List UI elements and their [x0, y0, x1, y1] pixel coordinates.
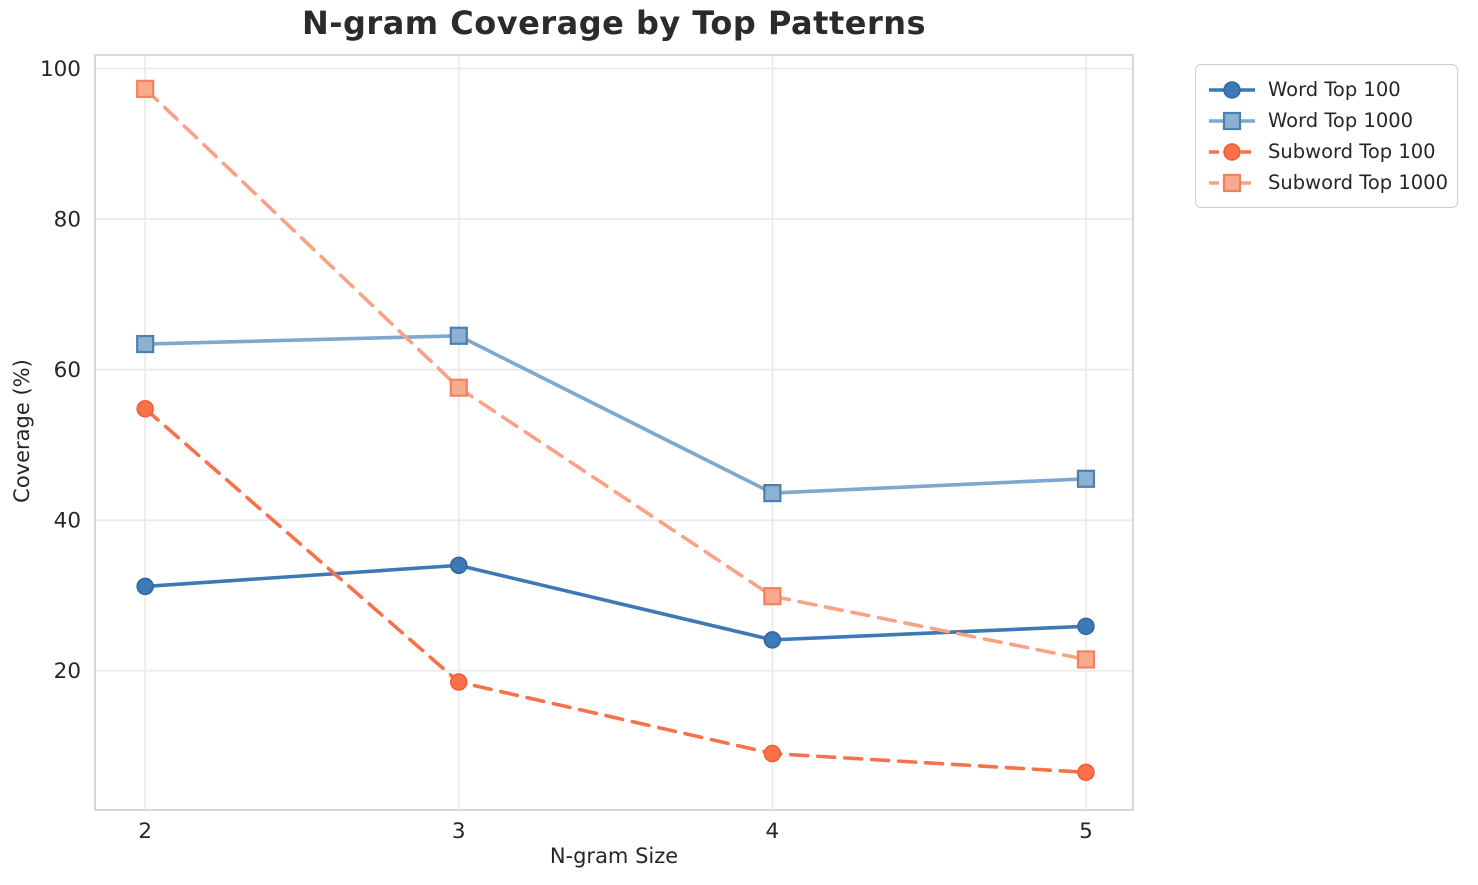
- data-point-marker: [763, 744, 782, 763]
- data-point-marker: [136, 334, 155, 354]
- legend-label: Subword Top 100: [1268, 140, 1436, 163]
- data-point-marker: [450, 673, 468, 691]
- data-point-marker: [763, 631, 782, 649]
- y-tick-label: 80: [54, 208, 81, 233]
- data-point-marker: [136, 400, 154, 418]
- x-axis-label: N-gram Size: [549, 844, 679, 868]
- data-point-marker: [449, 326, 468, 345]
- data-point-marker: [1076, 650, 1096, 669]
- legend-circle-marker-icon: [1223, 80, 1241, 99]
- data-point-marker: [1077, 617, 1095, 636]
- data-point-marker: [763, 587, 782, 606]
- legend-item: Subword Top 100: [1204, 136, 1445, 167]
- legend-item: Word Top 1000: [1204, 105, 1445, 136]
- x-tick-label: 5: [1079, 819, 1093, 844]
- y-tick-label: 60: [54, 358, 81, 383]
- x-tick-label: 4: [766, 819, 780, 844]
- data-point-marker: [136, 577, 154, 596]
- y-tick-label: 40: [54, 509, 81, 534]
- series-line: [143, 406, 1088, 775]
- data-point-marker: [136, 79, 155, 98]
- legend-circle-marker-icon: [1223, 142, 1241, 161]
- legend-line-sample: [1209, 111, 1255, 130]
- data-point-marker: [763, 483, 782, 503]
- legend-dashed-line-sample: [1209, 173, 1255, 192]
- legend-item: Word Top 100: [1204, 74, 1445, 105]
- legend-line-sample: [1209, 80, 1255, 99]
- legend-label: Subword Top 1000: [1268, 171, 1448, 194]
- series-line: [143, 87, 1088, 662]
- y-tick-label: 100: [40, 57, 81, 82]
- data-point-marker: [1076, 469, 1096, 488]
- plot-border: [94, 54, 1134, 811]
- legend-label: Word Top 100: [1268, 78, 1401, 101]
- x-tick-label: 2: [138, 819, 152, 844]
- data-point-marker: [449, 378, 468, 397]
- legend-square-marker-icon: [1222, 111, 1242, 130]
- data-point-marker: [450, 556, 468, 575]
- legend-label: Word Top 1000: [1268, 109, 1414, 132]
- data-point-marker: [1077, 763, 1095, 782]
- legend-dashed-line-sample: [1209, 142, 1255, 161]
- y-axis-label: Coverage (%): [10, 359, 34, 503]
- x-tick-label: 3: [452, 819, 466, 844]
- legend-item: Subword Top 1000: [1204, 167, 1448, 198]
- y-tick-label: 20: [54, 659, 81, 684]
- series-line: [143, 563, 1088, 642]
- legend: Word Top 100 Word Top 1000 Subword Top 100…: [1195, 64, 1458, 208]
- chart-title: N-gram Coverage by Top Patterns: [301, 4, 927, 42]
- legend-square-marker-icon: [1222, 173, 1242, 192]
- series-line: [143, 333, 1088, 495]
